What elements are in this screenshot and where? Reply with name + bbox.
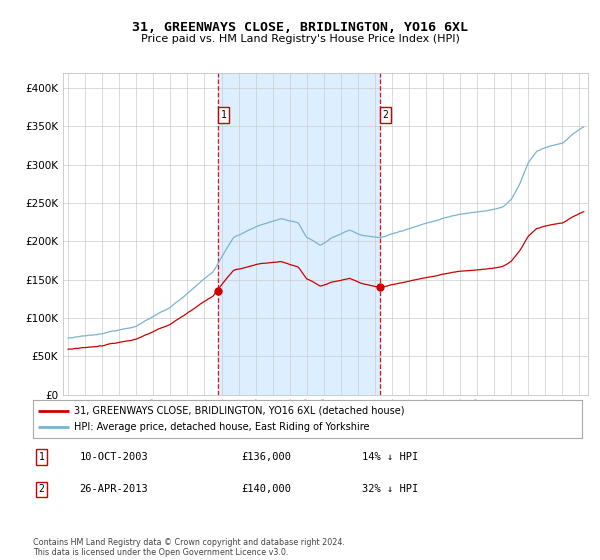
Text: 26-APR-2013: 26-APR-2013 <box>80 484 148 494</box>
Text: £136,000: £136,000 <box>242 452 292 462</box>
Text: 2: 2 <box>382 110 388 120</box>
Text: 31, GREENWAYS CLOSE, BRIDLINGTON, YO16 6XL: 31, GREENWAYS CLOSE, BRIDLINGTON, YO16 6… <box>132 21 468 34</box>
Text: £140,000: £140,000 <box>242 484 292 494</box>
Text: 10-OCT-2003: 10-OCT-2003 <box>80 452 148 462</box>
Text: 2: 2 <box>38 484 44 494</box>
Text: 31, GREENWAYS CLOSE, BRIDLINGTON, YO16 6XL (detached house): 31, GREENWAYS CLOSE, BRIDLINGTON, YO16 6… <box>74 405 404 416</box>
Text: Contains HM Land Registry data © Crown copyright and database right 2024.
This d: Contains HM Land Registry data © Crown c… <box>33 538 345 557</box>
Text: HPI: Average price, detached house, East Riding of Yorkshire: HPI: Average price, detached house, East… <box>74 422 370 432</box>
Text: Price paid vs. HM Land Registry's House Price Index (HPI): Price paid vs. HM Land Registry's House … <box>140 34 460 44</box>
Text: 14% ↓ HPI: 14% ↓ HPI <box>362 452 419 462</box>
Text: 1: 1 <box>38 452 44 462</box>
Text: 32% ↓ HPI: 32% ↓ HPI <box>362 484 419 494</box>
Bar <box>218 73 380 395</box>
Text: 1: 1 <box>220 110 226 120</box>
